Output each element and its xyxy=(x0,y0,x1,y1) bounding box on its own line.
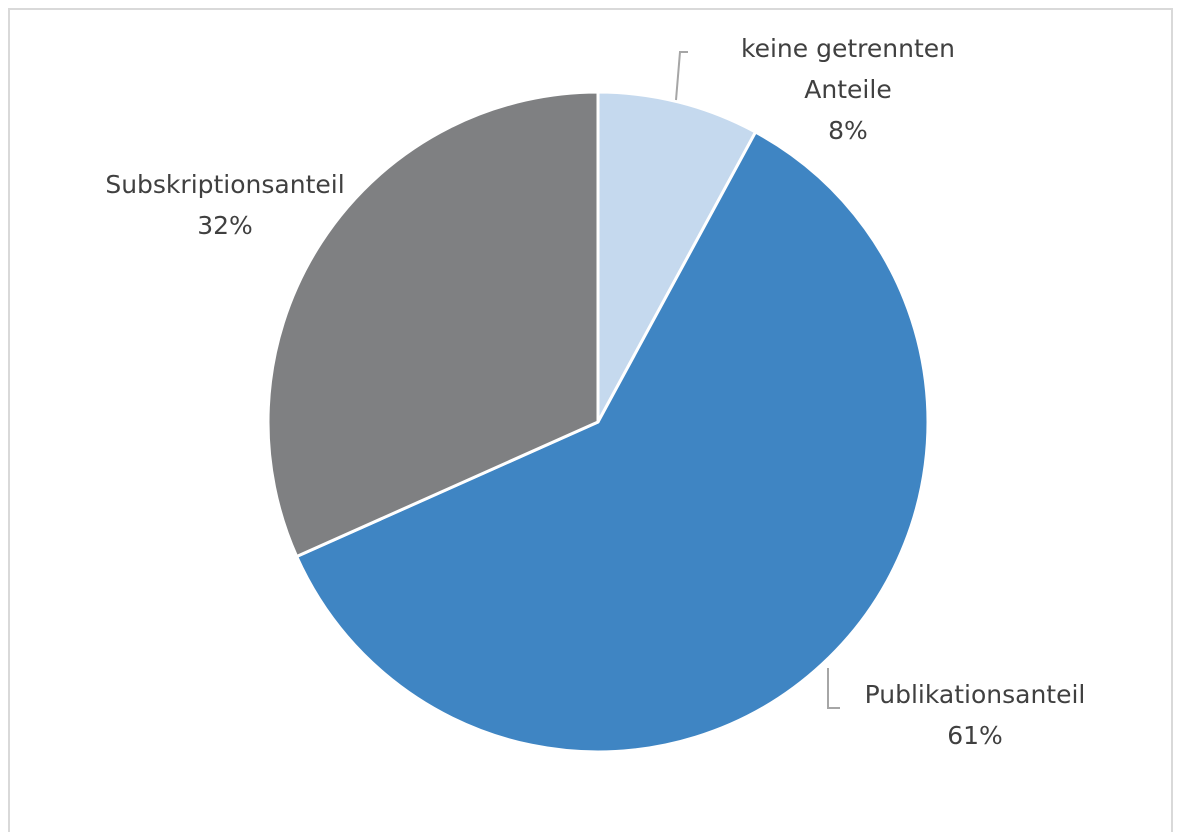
data-label: keine getrennten Anteile 8% xyxy=(718,28,978,151)
data-label: Subskriptionsanteil 32% xyxy=(75,164,375,246)
pie xyxy=(266,90,930,754)
pie-slice xyxy=(596,90,758,424)
label-category: Subskriptionsanteil xyxy=(105,170,345,199)
pie-slice xyxy=(266,90,600,559)
label-category: Publikationsanteil xyxy=(864,680,1086,709)
pie-slice xyxy=(295,130,930,754)
label-category: keine getrennten Anteile xyxy=(741,34,955,104)
data-label: Publikationsanteil 61% xyxy=(825,674,1125,756)
leader-line xyxy=(675,51,688,101)
leader-line xyxy=(827,668,840,709)
label-value: 61% xyxy=(947,721,1003,750)
chart-frame xyxy=(8,8,1173,832)
label-value: 8% xyxy=(828,116,868,145)
label-value: 32% xyxy=(197,211,253,240)
